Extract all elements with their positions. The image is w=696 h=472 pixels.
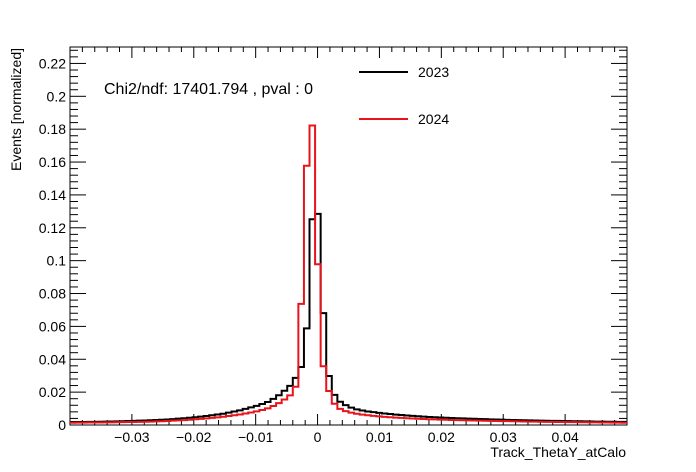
x-tick-label: −0.01 <box>238 429 274 445</box>
x-tick-label: 0.03 <box>490 429 517 445</box>
x-tick-label: −0.03 <box>114 429 150 445</box>
x-tick-label: 0.04 <box>551 429 578 445</box>
chi2-annotation: Chi2/ndf: 17401.794 , pval : 0 <box>104 81 313 98</box>
legend-label-2024: 2024 <box>418 111 449 127</box>
x-tick-label: 0.01 <box>366 429 393 445</box>
x-tick-label: −0.02 <box>176 429 212 445</box>
x-tick-label: 0.02 <box>428 429 455 445</box>
legend-label-2023: 2023 <box>418 64 449 80</box>
y-tick-label: 0.16 <box>39 154 66 170</box>
plot-frame <box>69 46 628 426</box>
y-tick-label: 0.12 <box>39 220 66 236</box>
legend: 2023 2024 <box>359 64 449 127</box>
x-axis-title: Track_ThetaY_atCalo <box>490 444 626 460</box>
x-tick-label: 0 <box>314 429 322 445</box>
series-layer <box>70 124 627 424</box>
y-tick-label: 0.04 <box>39 351 66 367</box>
axis-ticks <box>70 47 627 426</box>
y-tick-label: 0.1 <box>47 253 67 269</box>
y-tick-label: 0.14 <box>39 187 66 203</box>
y-tick-label: 0.02 <box>39 384 66 400</box>
histogram-series-2024 <box>70 124 627 424</box>
y-tick-label: 0.22 <box>39 55 66 71</box>
histogram-series-2023 <box>70 212 627 424</box>
y-axis-title: Events [normalized] <box>8 48 24 171</box>
y-tick-label: 0.06 <box>39 318 66 334</box>
y-tick-label: 0 <box>58 417 66 433</box>
y-tick-label: 0.18 <box>39 121 66 137</box>
y-tick-labels: 0 0.02 0.04 0.06 0.08 0.1 0.12 0.14 0.16 0.18 0.2 0… <box>39 55 66 433</box>
y-tick-label: 0.2 <box>47 88 67 104</box>
y-tick-label: 0.08 <box>39 286 66 302</box>
x-tick-labels: −0.03 −0.02 −0.01 0 0.01 0.02 0.03 0.04 <box>114 429 579 445</box>
